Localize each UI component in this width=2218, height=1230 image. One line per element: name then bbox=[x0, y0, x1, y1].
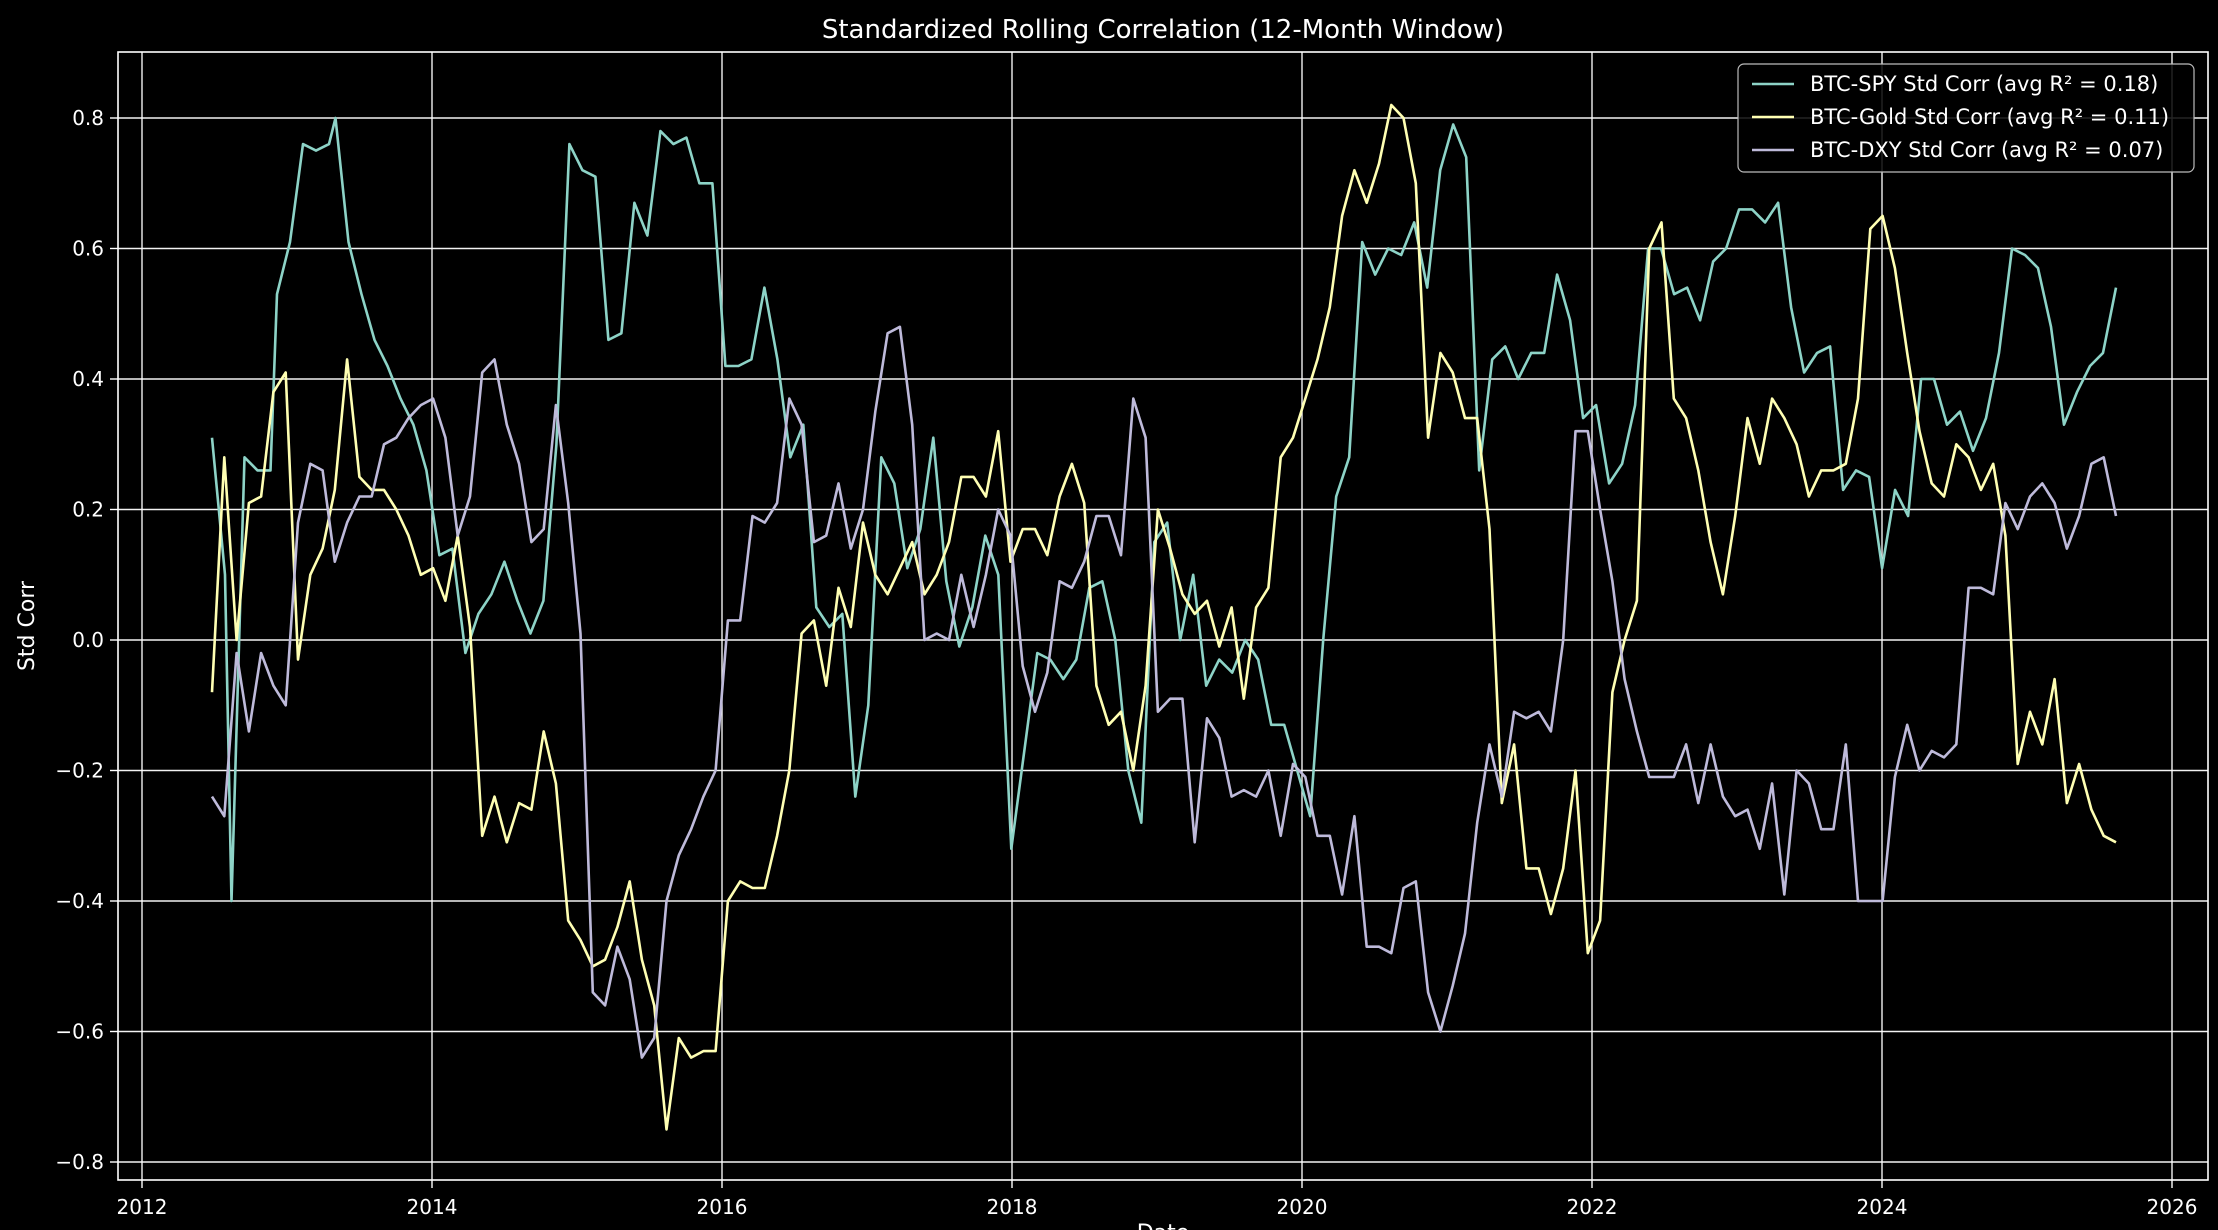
x-tick-label: 2018 bbox=[987, 1195, 1038, 1219]
x-tick-label: 2014 bbox=[407, 1195, 458, 1219]
tick-layer: 0.8 0.6 0.4 0.2 0.0 −0.2 −0.4 −0.6 −0.8 2012 2014 2… bbox=[55, 106, 2197, 1219]
series-line-2 bbox=[210, 103, 2117, 1131]
legend-label: BTC-DXY Std Corr (avg R² = 0.07) bbox=[1810, 138, 2163, 162]
plot-frame bbox=[117, 51, 2209, 1181]
series-line-3 bbox=[210, 325, 2118, 1059]
y-tick-label: 0.8 bbox=[72, 106, 104, 130]
grid-layer bbox=[118, 52, 2208, 1180]
x-tick-label: 2020 bbox=[1277, 1195, 1328, 1219]
x-tick-label: 2022 bbox=[1567, 1195, 1618, 1219]
y-tick-label: −0.6 bbox=[55, 1020, 104, 1044]
legend-label: BTC-SPY Std Corr (avg R² = 0.18) bbox=[1810, 72, 2158, 96]
y-tick-label: −0.8 bbox=[55, 1150, 104, 1174]
y-axis-label: Std Corr bbox=[15, 580, 40, 671]
y-tick-label: −0.4 bbox=[55, 889, 104, 913]
legend: BTC-SPY Std Corr (avg R² = 0.18) BTC-Gold… bbox=[1737, 63, 2195, 173]
x-axis-label: Date bbox=[1137, 1221, 1190, 1230]
legend-label: BTC-Gold Std Corr (avg R² = 0.11) bbox=[1810, 105, 2169, 129]
x-tick-label: 2024 bbox=[1857, 1195, 1908, 1219]
series-line-1 bbox=[210, 116, 2118, 903]
y-tick-label: 0.2 bbox=[72, 498, 104, 522]
legend-box bbox=[1737, 63, 2195, 173]
x-tick-label: 2016 bbox=[697, 1195, 748, 1219]
x-tick-label: 2012 bbox=[117, 1195, 168, 1219]
y-tick-label: −0.2 bbox=[55, 759, 104, 783]
x-tick-label: 2026 bbox=[2147, 1195, 2198, 1219]
y-tick-label: 0.0 bbox=[72, 628, 104, 652]
series-layer bbox=[210, 103, 2118, 1131]
chart-title: Standardized Rolling Correlation (12-Mon… bbox=[822, 15, 1504, 45]
y-tick-label: 0.4 bbox=[72, 367, 104, 391]
y-tick-label: 0.6 bbox=[72, 237, 104, 261]
